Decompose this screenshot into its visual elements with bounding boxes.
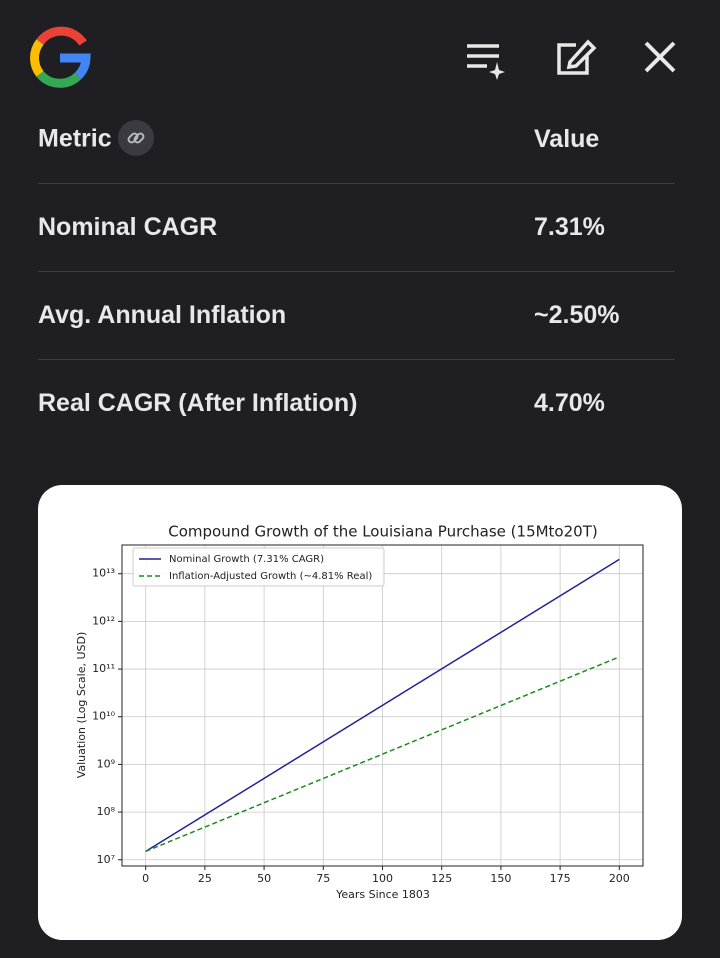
x-tick-label: 50: [257, 872, 271, 885]
cell: 4.70%: [534, 359, 675, 447]
cell: ~2.50%: [534, 271, 675, 360]
link-icon: [127, 132, 145, 143]
header-cell: Value: [534, 125, 600, 153]
chart-card: Compound Growth of the Louisiana Purchas…: [38, 485, 682, 940]
metrics-table: Metric Value Nominal CAGR 7.31% Avg. Annu…: [38, 96, 675, 447]
y-tick-label: 10¹³: [92, 567, 115, 580]
x-tick-label: 125: [431, 872, 452, 885]
cell: Nominal CAGR: [38, 183, 534, 272]
x-tick-label: 150: [490, 872, 511, 885]
x-tick-label: 100: [372, 872, 393, 885]
x-tick-label: 0: [142, 872, 149, 885]
cell: 7.31%: [534, 183, 675, 272]
legend-label: Inflation-Adjusted Growth (~4.81% Real): [169, 571, 372, 582]
google-logo: [30, 26, 91, 88]
y-tick-label: 10⁸: [97, 805, 116, 818]
plot-frame: [121, 544, 644, 867]
y-axis-label: Valuation (Log Scale, USD): [75, 632, 88, 779]
x-tick-label: 200: [609, 872, 630, 885]
y-tick-label: 10⁷: [97, 853, 115, 866]
x-tick-label: 175: [550, 872, 571, 885]
legend-box: [132, 547, 385, 587]
y-tick-label: 10¹¹: [92, 662, 115, 675]
x-axis-label: Years Since 1803: [335, 888, 430, 901]
list-sparkle-button[interactable]: [467, 44, 505, 80]
chart: Compound Growth of the Louisiana Purchas…: [75, 523, 644, 901]
table-row: Avg. Annual Inflation ~2.50%: [38, 271, 675, 360]
header-row: Metric Value: [38, 96, 675, 184]
x-tick-label: 25: [198, 872, 212, 885]
table-row: Nominal CAGR 7.31%: [38, 183, 675, 272]
top-bar: [30, 26, 676, 88]
cell: Real CAGR (After Inflation): [38, 359, 534, 447]
series-line: [145, 656, 620, 853]
link-button[interactable]: [117, 119, 154, 156]
cell: Avg. Annual Inflation: [38, 271, 534, 360]
legend: Nominal Growth (7.31% CAGR) Inflation-Adj…: [132, 547, 385, 587]
chart-title: Compound Growth of the Louisiana Purchas…: [168, 523, 597, 541]
x-tick-label: 75: [316, 872, 330, 885]
edit-button[interactable]: [557, 39, 597, 75]
header-cell: Metric: [38, 96, 534, 184]
header-text: Metric: [38, 124, 112, 153]
y-tick-label: 10¹⁰: [92, 710, 115, 723]
table-row: Real CAGR (After Inflation) 4.70%: [38, 359, 675, 447]
close-button[interactable]: [644, 41, 676, 73]
series-line: [145, 558, 620, 853]
y-tick-label: 10⁹: [97, 757, 115, 770]
y-tick-label: 10¹²: [92, 614, 115, 627]
legend-label: Nominal Growth (7.31% CAGR): [169, 554, 324, 565]
